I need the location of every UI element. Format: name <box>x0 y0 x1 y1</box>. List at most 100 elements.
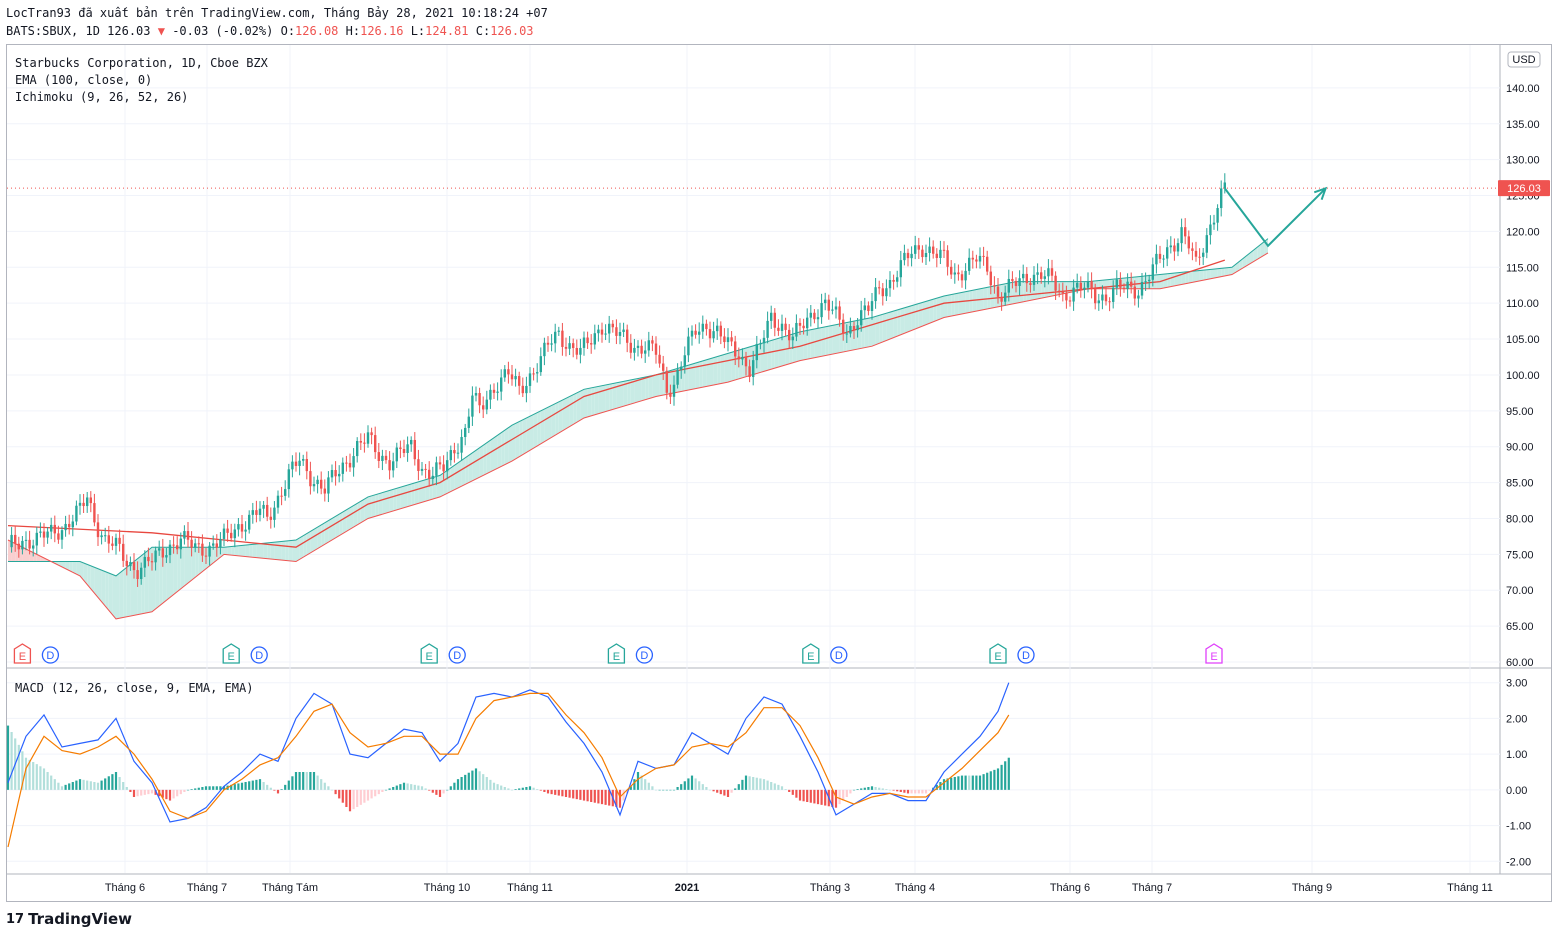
candle-body <box>921 249 924 258</box>
ichimoku-cloud-segment <box>29 550 34 562</box>
candle-body <box>302 459 305 461</box>
ichimoku-cloud-segment <box>1196 270 1200 282</box>
macd-histogram-bar <box>816 789 820 805</box>
low-value: 124.81 <box>425 24 469 38</box>
ichimoku-cloud-segment <box>526 416 530 453</box>
candle-body <box>784 323 787 330</box>
macd-histogram-bar <box>456 779 460 790</box>
ichimoku-cloud-segment <box>645 376 649 400</box>
ichimoku-cloud-segment <box>1016 281 1020 304</box>
macd-histogram-bar <box>399 784 402 790</box>
macd-histogram-bar <box>892 789 895 791</box>
ichimoku-cloud-segment <box>1167 273 1171 288</box>
macd-histogram-bar <box>273 789 276 791</box>
macd-line <box>7 682 1010 823</box>
ichimoku-cloud-segment <box>1188 271 1193 284</box>
candle-body <box>233 529 236 539</box>
legend-title[interactable]: Starbucks Corporation, 1D, Cboe BZX <box>15 56 268 70</box>
ichimoku-cloud-segment <box>836 323 840 354</box>
candle-body <box>269 516 272 520</box>
macd-histogram-bar <box>996 768 1000 790</box>
candle-body <box>1140 281 1144 296</box>
time-tick-label: Tháng 7 <box>1132 882 1172 894</box>
macd-histogram-bar <box>420 786 424 790</box>
ichimoku-cloud-segment <box>299 535 304 560</box>
candle-body <box>1169 245 1172 248</box>
ichimoku-cloud-segment <box>22 547 26 562</box>
macd-histogram-bar <box>60 786 64 790</box>
macd-histogram-bar <box>165 789 168 800</box>
macd-histogram-bar <box>503 787 506 790</box>
macd-histogram-bar <box>132 789 136 797</box>
candle-body <box>136 570 139 580</box>
ichimoku-cloud-segment <box>130 561 134 617</box>
candle-body <box>10 534 13 548</box>
legend-ema[interactable]: EMA (100, close, 0) <box>15 73 153 87</box>
tradingview-logo[interactable]: 17 TradingView <box>6 910 132 928</box>
candle-body <box>1022 273 1025 279</box>
symbol-ohlc-line: BATS:SBUX, 1D 126.03 ▼ -0.03 (-0.02%) O:… <box>6 24 534 38</box>
candle-body <box>636 345 640 348</box>
candle-body <box>1202 252 1205 257</box>
macd-histogram-bar <box>676 787 679 790</box>
ichimoku-cloud-segment <box>281 541 286 561</box>
ichimoku-cloud-segment <box>443 470 448 496</box>
earnings-marker <box>802 643 820 664</box>
ichimoku-cloud-segment <box>656 373 660 397</box>
price-tick-label: 100.00 <box>1506 370 1540 382</box>
candle-body <box>723 336 726 343</box>
macd-histogram-bar <box>683 781 686 790</box>
macd-histogram-bar <box>438 789 442 797</box>
candle-body <box>1220 188 1223 209</box>
ichimoku-cloud-segment <box>562 398 566 431</box>
candle-body <box>867 305 870 312</box>
candle-body <box>960 274 964 281</box>
macd-histogram-bar <box>172 789 175 799</box>
macd-histogram-bar <box>737 784 740 790</box>
macd-histogram-bar <box>914 789 917 794</box>
earnings-marker-label: E <box>807 651 814 663</box>
macd-histogram-bar <box>755 777 758 790</box>
ichimoku-cloud-segment <box>440 472 444 497</box>
legend-macd[interactable]: MACD (12, 26, close, 9, EMA, EMA) <box>15 681 254 695</box>
macd-histogram-bar <box>370 789 373 799</box>
candle-body <box>377 452 380 461</box>
candle-body <box>554 331 557 344</box>
legend-ichimoku[interactable]: Ichimoku (9, 26, 52, 26) <box>15 90 189 104</box>
ichimoku-cloud-segment <box>713 356 718 385</box>
macd-histogram-bar <box>345 789 348 807</box>
macd-histogram-bar <box>842 789 845 801</box>
macd-histogram-bar <box>35 764 38 790</box>
candle-body <box>305 459 308 472</box>
candle-body <box>719 325 722 337</box>
ichimoku-span-a-line <box>8 238 1269 577</box>
ichimoku-cloud-segment <box>476 447 480 479</box>
ichimoku-cloud-segment <box>832 324 836 355</box>
macd-histogram-bar <box>968 775 971 790</box>
macd-histogram-bar <box>888 789 892 791</box>
candle-body <box>1061 291 1064 294</box>
ichimoku-cloud-segment <box>317 524 322 549</box>
macd-histogram-bar <box>572 789 575 799</box>
ichimoku-cloud-segment <box>26 548 30 562</box>
macd-histogram-bar <box>784 789 787 790</box>
ichimoku-cloud-segment <box>94 567 98 598</box>
macd-histogram-bar <box>298 772 301 790</box>
candle-body <box>564 346 568 349</box>
macd-histogram-bar <box>975 775 978 790</box>
macd-histogram-bar <box>122 782 125 790</box>
ichimoku-cloud-segment <box>429 477 433 501</box>
ichimoku-cloud-segment <box>72 561 77 575</box>
candle-body <box>1083 287 1086 290</box>
ichimoku-cloud-segment <box>353 503 358 528</box>
candle-body <box>968 257 971 271</box>
candle-body <box>953 272 956 275</box>
ichimoku-cloud-segment <box>339 512 343 536</box>
dividend-marker <box>448 646 466 664</box>
candle-body <box>766 320 769 338</box>
candle-body <box>165 555 168 558</box>
candle-body <box>255 510 258 515</box>
ichimoku-cloud-segment <box>105 571 109 611</box>
candle-body <box>194 543 197 548</box>
